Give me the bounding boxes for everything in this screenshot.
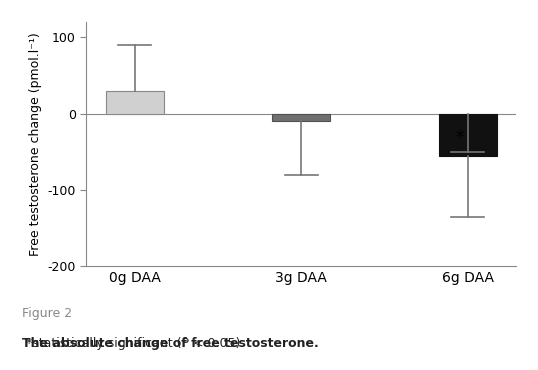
Bar [272, 114, 330, 121]
Bar [105, 91, 164, 114]
Text: *: * [455, 130, 464, 147]
Text: Figure 2: Figure 2 [22, 307, 72, 320]
Text: The absolute change of free testosterone.: The absolute change of free testosterone… [22, 337, 318, 350]
Bar [438, 114, 497, 156]
Text: *statistically significant (P < 0.05).: *statistically significant (P < 0.05). [22, 337, 244, 350]
Y-axis label: Free testosterone change (pmol.l⁻¹): Free testosterone change (pmol.l⁻¹) [29, 33, 42, 256]
